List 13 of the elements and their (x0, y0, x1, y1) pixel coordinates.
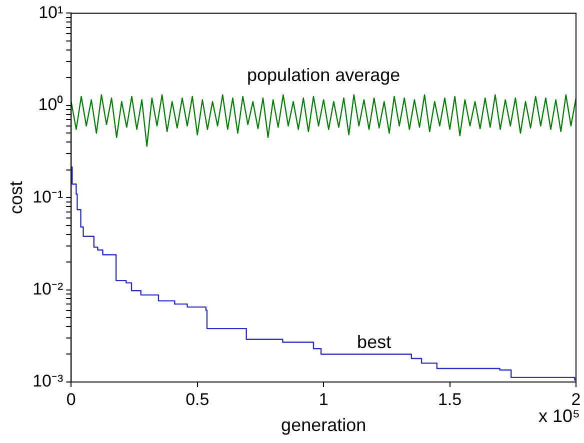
y-tick-label: 10⁰ (38, 95, 64, 114)
y-tick-label: 10¹ (38, 2, 64, 22)
x-axis-title: generation (281, 415, 366, 436)
x-tick-label: 0 (66, 390, 76, 409)
x-tick-label: 0.5 (186, 390, 210, 409)
x-tick-label: 1 (318, 390, 328, 409)
y-tick-label: 10⁻¹ (32, 187, 64, 206)
x-tick-label: 1.5 (438, 390, 462, 409)
y-tick-label: 10⁻³ (32, 372, 64, 391)
series-label: best (357, 332, 392, 352)
y-axis-title: cost (6, 181, 26, 214)
series-label: population average (247, 64, 400, 85)
y-tick-label: 10⁻² (32, 279, 64, 298)
